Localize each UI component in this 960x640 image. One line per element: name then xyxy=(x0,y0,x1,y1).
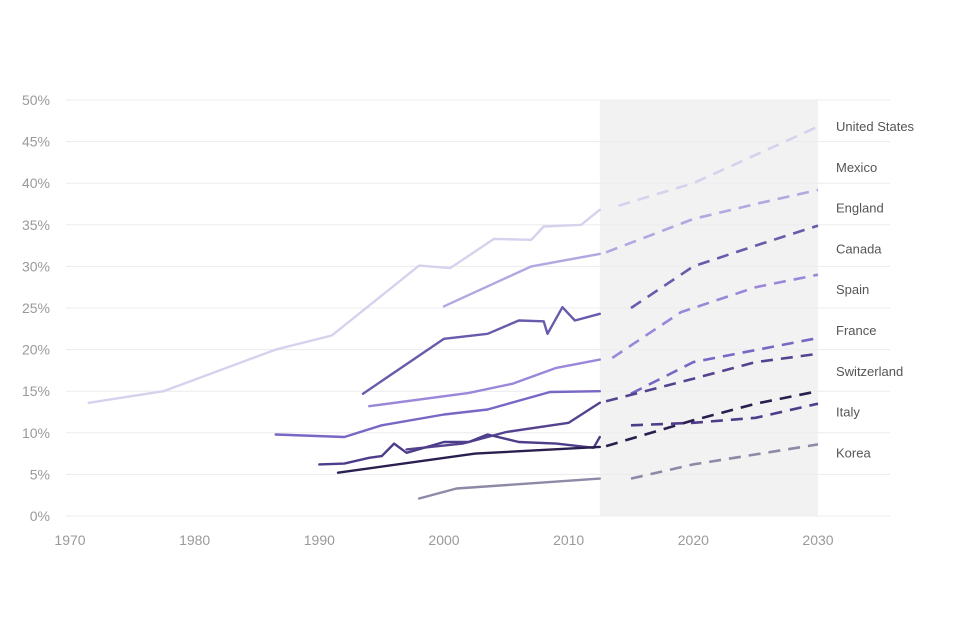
x-tick-label: 1980 xyxy=(179,532,210,548)
series-lines xyxy=(87,125,819,500)
y-tick-label: 25% xyxy=(22,300,50,316)
x-tick-label: 2020 xyxy=(678,532,709,548)
series-line-korea-projected xyxy=(630,443,819,480)
y-tick-label: 5% xyxy=(30,466,50,482)
series-line-switzerland-actual xyxy=(318,433,601,466)
y-tick-label: 30% xyxy=(22,258,50,274)
series-line-france-projected xyxy=(605,352,819,403)
series-label-italy: Italy xyxy=(836,405,860,420)
series-label-england: England xyxy=(836,201,884,216)
x-tick-label: 2030 xyxy=(802,532,833,548)
series-line-spain-projected xyxy=(630,336,819,395)
series-label-united-states: United States xyxy=(836,119,915,134)
x-tick-label: 1970 xyxy=(54,532,85,548)
series-label-korea: Korea xyxy=(836,445,871,460)
series-line-canada-projected xyxy=(611,273,819,359)
x-tick-label: 1990 xyxy=(304,532,335,548)
y-tick-label: 10% xyxy=(22,425,50,441)
x-axis-ticks: 1970 1980 1990 2000 2010 2020 2030 xyxy=(54,532,833,548)
series-label-mexico: Mexico xyxy=(836,160,877,175)
series-line-spain-actual xyxy=(274,390,601,439)
series-label-france: France xyxy=(836,323,876,338)
y-tick-label: 40% xyxy=(22,175,50,191)
series-line-mexico-actual xyxy=(442,252,601,308)
series-line-united-states-actual xyxy=(87,208,601,404)
y-tick-label: 35% xyxy=(22,217,50,233)
series-line-canada-actual xyxy=(368,358,601,408)
series-line-switzerland-projected xyxy=(630,402,819,427)
y-tick-label: 50% xyxy=(22,92,50,108)
y-tick-label: 0% xyxy=(30,508,50,524)
gridlines xyxy=(66,99,890,517)
series-label-canada: Canada xyxy=(836,241,882,256)
y-tick-label: 15% xyxy=(22,383,50,399)
x-tick-label: 2000 xyxy=(428,532,459,548)
y-axis-ticks: 0% 5% 10% 15% 20% 25% 30% 35% 40% 45% 50% xyxy=(22,92,50,524)
y-tick-label: 20% xyxy=(22,342,50,358)
series-line-france-actual xyxy=(405,401,601,451)
series-line-united-states-projected xyxy=(618,125,819,207)
series-labels: United States Mexico England Canada Spain Fra… xyxy=(836,119,915,460)
series-line-italy-actual xyxy=(336,445,601,474)
series-line-mexico-projected xyxy=(605,188,819,254)
series-line-korea-actual xyxy=(417,477,601,500)
series-label-spain: Spain xyxy=(836,282,869,297)
series-label-switzerland: Switzerland xyxy=(836,364,903,379)
y-tick-label: 45% xyxy=(22,134,50,150)
series-line-italy-projected xyxy=(605,389,819,448)
x-tick-label: 2010 xyxy=(553,532,584,548)
series-line-england-projected xyxy=(630,224,819,310)
series-line-england-actual xyxy=(361,306,601,395)
